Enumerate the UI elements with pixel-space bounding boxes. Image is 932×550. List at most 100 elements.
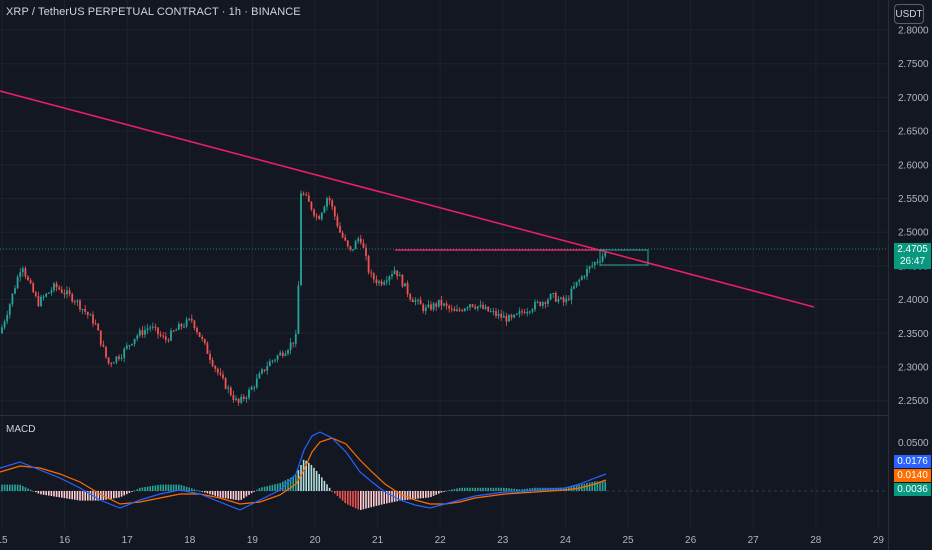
macd-histogram-bar <box>336 491 339 496</box>
candle-body <box>549 293 552 300</box>
macd-histogram-bar <box>170 484 172 491</box>
macd-histogram-bar <box>287 479 289 491</box>
price-axis[interactable]: 2.8000 2.7500 2.7000 2.6500 2.6000 2.5500 2.50… <box>898 26 929 408</box>
macd-histogram-bar <box>97 491 99 501</box>
candle-body <box>443 303 445 306</box>
macd-histogram-bar <box>552 487 554 491</box>
macd-histogram-bar <box>157 484 159 491</box>
candle-body <box>235 398 237 400</box>
macd-histogram-bar <box>557 487 560 491</box>
candle-body <box>86 311 89 315</box>
macd-histogram-bar <box>165 484 167 491</box>
candle-body <box>526 311 529 314</box>
macd-histogram-bar <box>456 488 458 491</box>
macd-histogram-bar <box>61 491 63 498</box>
candle-body <box>593 262 596 266</box>
price-tick-label: 2.4000 <box>898 295 929 306</box>
candle-body <box>500 313 503 318</box>
macd-histogram-bar <box>508 488 510 491</box>
macd-histogram-bar <box>326 484 328 491</box>
macd-histogram-bar <box>276 483 279 491</box>
candle-body <box>281 352 284 356</box>
macd-histogram-bar <box>256 489 258 491</box>
candle-body <box>232 395 235 400</box>
candle-body <box>3 321 6 328</box>
macd-axis-tick: 0.0500 <box>898 438 929 449</box>
candle-body <box>383 282 386 285</box>
candle-body <box>482 304 484 309</box>
macd-histogram-bar <box>289 477 292 491</box>
macd-histogram-bar <box>55 491 58 497</box>
candle-body <box>32 283 35 293</box>
macd-histogram-bar <box>406 491 409 500</box>
macd-histogram-bar <box>453 488 456 491</box>
candle-body <box>508 315 510 322</box>
macd-histogram-bar <box>230 491 232 500</box>
price-tick-label: 2.5000 <box>898 228 929 239</box>
candle-body <box>276 355 279 360</box>
candle-body <box>385 280 388 283</box>
candle-body <box>336 216 339 227</box>
candle-body <box>79 300 81 310</box>
macd-histogram-bar <box>484 487 487 491</box>
candle-body <box>557 298 560 302</box>
macd-histogram-bar <box>136 489 138 491</box>
macd-indicator-label[interactable]: MACD <box>6 424 36 435</box>
macd-histogram-bar <box>74 491 76 500</box>
pane-divider[interactable] <box>0 415 888 416</box>
candlestick-series <box>1 190 607 407</box>
candle-body <box>66 290 68 295</box>
candle-body <box>453 308 456 312</box>
macd-histogram-bar <box>141 487 144 491</box>
macd-histogram-bar <box>193 489 196 491</box>
drawings[interactable] <box>0 90 888 308</box>
candle-body <box>362 242 365 248</box>
candle-body <box>570 288 573 300</box>
candle-body <box>222 374 224 378</box>
macd-histogram-bar <box>144 487 146 491</box>
candle-body <box>266 366 269 371</box>
candle-body <box>271 360 274 362</box>
breakout-box[interactable] <box>599 249 649 266</box>
macd-histogram-bar <box>461 487 463 491</box>
macd-histogram-bar <box>258 488 261 491</box>
candle-body <box>219 372 222 375</box>
time-axis[interactable]: 15 16 17 18 19 20 21 22 23 24 25 26 27 28 29 <box>0 535 884 546</box>
macd-histogram-bar <box>440 491 443 493</box>
candle-body <box>375 279 378 283</box>
currency-button[interactable]: USDT <box>894 4 924 24</box>
macd-histogram-bar <box>211 491 214 496</box>
price-axis-divider <box>888 0 889 550</box>
macd-histogram-bar <box>497 487 500 491</box>
candle-body <box>505 315 508 322</box>
macd-histogram-bar <box>222 491 224 498</box>
macd-histogram-bar <box>321 477 323 491</box>
macd-histogram-bar <box>284 480 287 491</box>
candle-body <box>214 365 217 369</box>
candle-body <box>180 323 183 327</box>
chart-title: XRP / TetherUS PERPETUAL CONTRACT · 1h ·… <box>6 6 301 18</box>
macd-histogram-bar <box>162 484 164 491</box>
macd-histogram-bar <box>523 488 526 491</box>
candle-body <box>118 356 120 359</box>
candle-body <box>258 373 261 379</box>
macd-histogram-bar <box>35 491 37 493</box>
candle-body <box>349 246 352 250</box>
candle-body <box>430 304 432 310</box>
candle-body <box>242 396 245 399</box>
price-tick-label: 2.5500 <box>898 194 929 205</box>
candle-body <box>463 308 466 312</box>
candle-body <box>461 310 464 312</box>
candle-body <box>432 303 435 310</box>
candle-body <box>562 297 565 303</box>
macd-histogram-bar <box>128 491 131 493</box>
descending-trendline[interactable] <box>0 90 815 308</box>
macd-histogram-bar <box>250 491 253 494</box>
candle-body <box>185 319 188 327</box>
macd-histogram-bar <box>562 487 565 491</box>
grid <box>0 0 888 530</box>
candle-body <box>6 314 9 322</box>
macd-histogram-bar <box>526 488 528 491</box>
macd-histogram-bar <box>37 491 40 494</box>
